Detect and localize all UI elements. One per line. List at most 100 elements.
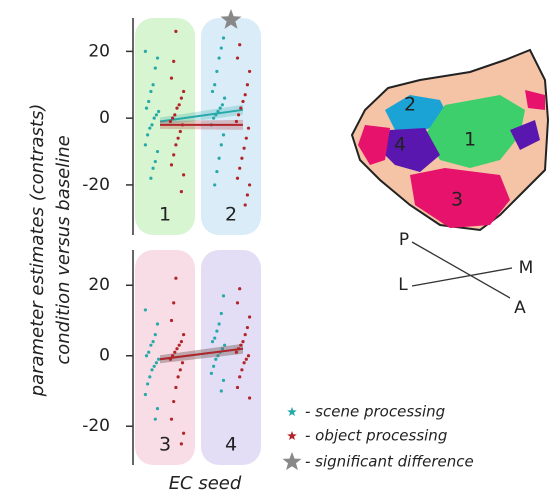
data-point	[220, 389, 223, 392]
data-point	[177, 137, 180, 140]
y-tick-label: 0	[99, 108, 110, 128]
data-point	[149, 90, 152, 93]
data-point	[218, 322, 221, 325]
y-axis-label: condition versus baseline	[53, 135, 74, 364]
data-point	[246, 83, 249, 86]
legend-marker	[287, 431, 297, 440]
data-point	[156, 150, 159, 153]
data-point	[222, 379, 225, 382]
data-point	[182, 432, 185, 435]
data-point	[222, 36, 225, 39]
y-tick-label: -20	[82, 175, 110, 195]
data-point	[180, 442, 183, 445]
brain-map: 2 1 4 3 P M L A	[352, 50, 548, 318]
data-point	[175, 107, 178, 110]
data-point	[174, 30, 177, 33]
data-point	[146, 133, 149, 136]
data-point	[248, 315, 251, 318]
data-point	[246, 326, 249, 329]
data-point	[152, 83, 155, 86]
data-point	[145, 107, 148, 110]
data-point	[238, 375, 241, 378]
data-point	[155, 361, 158, 364]
data-point	[178, 344, 181, 347]
data-point	[154, 160, 157, 163]
data-point	[218, 157, 221, 160]
data-point	[245, 137, 248, 140]
data-point	[147, 351, 150, 354]
data-point	[182, 173, 185, 176]
orientation-axis	[412, 242, 510, 298]
data-point	[154, 66, 157, 69]
data-point	[244, 333, 247, 336]
data-point	[179, 368, 182, 371]
data-point	[149, 344, 152, 347]
data-point	[215, 70, 218, 73]
data-point	[175, 347, 178, 350]
seed-label: 4	[225, 434, 237, 456]
data-point	[182, 333, 185, 336]
data-point	[218, 56, 221, 59]
seed-label: 1	[159, 204, 171, 226]
data-point	[248, 70, 251, 73]
data-point	[211, 340, 214, 343]
figure: parameter estimates (contrasts) conditio…	[0, 0, 560, 499]
orientation-label: A	[514, 298, 526, 318]
data-point	[241, 340, 244, 343]
orientation-label: L	[398, 275, 408, 295]
seed-label: 2	[225, 204, 237, 226]
data-point	[154, 418, 157, 421]
data-point	[153, 365, 156, 368]
data-point	[238, 167, 241, 170]
data-point	[150, 123, 153, 126]
data-point	[248, 183, 251, 186]
data-point	[244, 93, 247, 96]
data-point	[220, 143, 223, 146]
y-tick-label: 20	[88, 275, 110, 295]
data-point	[173, 113, 176, 116]
region-label: 4	[394, 134, 406, 156]
data-point	[174, 143, 177, 146]
legend-label: - object processing	[305, 427, 447, 445]
x-axis-label: EC seed	[169, 473, 242, 494]
data-point	[146, 382, 149, 385]
data-point	[178, 103, 181, 106]
data-point	[240, 368, 243, 371]
data-point	[174, 277, 177, 280]
data-point	[181, 361, 184, 364]
data-point	[238, 287, 241, 290]
seed-label: 3	[159, 434, 171, 456]
data-point	[238, 43, 241, 46]
data-point	[237, 113, 240, 116]
data-point	[236, 56, 239, 59]
y-tick-label: 0	[99, 346, 110, 366]
legend-label: - scene processing	[305, 403, 445, 421]
data-point	[180, 340, 183, 343]
data-point	[247, 127, 250, 130]
data-point	[174, 386, 177, 389]
data-point	[222, 294, 225, 297]
y-tick-label: 20	[88, 41, 110, 61]
data-point	[223, 97, 226, 100]
data-point	[170, 319, 173, 322]
region-label: 1	[464, 129, 476, 151]
data-point	[220, 46, 223, 49]
data-point	[170, 418, 173, 421]
data-point	[213, 337, 216, 340]
data-point	[156, 322, 159, 325]
data-point	[156, 56, 159, 59]
data-point	[171, 117, 174, 120]
legend-marker	[283, 452, 302, 470]
data-point	[246, 193, 249, 196]
data-point	[149, 177, 152, 180]
data-point	[172, 153, 175, 156]
data-point	[236, 301, 239, 304]
orientation-label: P	[399, 230, 409, 250]
data-point	[243, 361, 246, 364]
data-point	[144, 143, 147, 146]
data-point	[247, 354, 250, 357]
data-point	[248, 396, 251, 399]
data-point	[243, 147, 246, 150]
data-point	[215, 170, 218, 173]
data-point	[170, 163, 173, 166]
